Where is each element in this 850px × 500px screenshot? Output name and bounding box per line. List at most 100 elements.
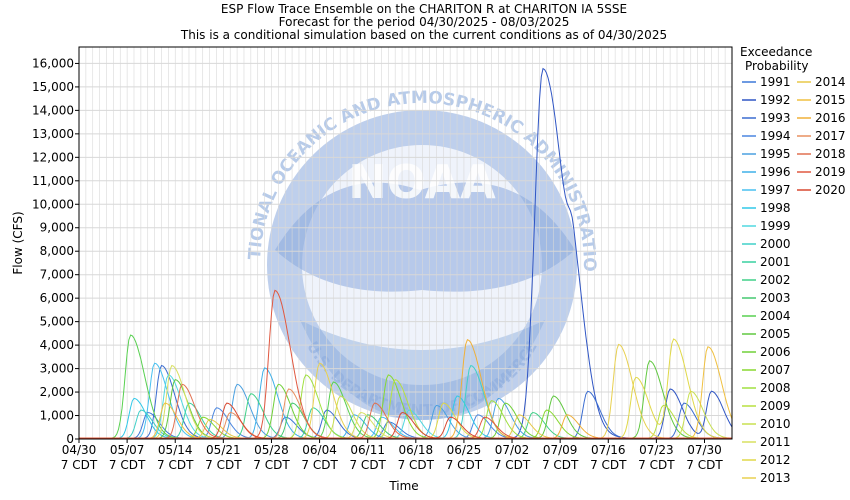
y-tick-label: 15,000 xyxy=(32,80,74,94)
y-tick-label: 9,000 xyxy=(40,221,74,235)
legend-entry-label: 2000 xyxy=(760,237,791,251)
legend-entry-label: 2019 xyxy=(815,165,846,179)
legend-entry-label: 2009 xyxy=(760,399,791,413)
x-tick-label-line: 06/04 xyxy=(302,443,337,457)
x-tick-label: 05/28 7 CDT xyxy=(253,443,290,472)
x-tick-label-line: 7 CDT xyxy=(686,458,723,472)
x-tick-label: 05/14 7 CDT xyxy=(157,443,194,472)
y-tick-label: 12,000 xyxy=(32,150,74,164)
x-tick-label-line: 7 CDT xyxy=(61,458,98,472)
x-tick-label: 06/18 7 CDT xyxy=(398,443,435,472)
legend-title: Exceedance Probability xyxy=(740,45,812,73)
x-tick-label-line: 04/30 xyxy=(62,443,97,457)
x-tick-label-line: 07/16 xyxy=(591,443,626,457)
x-tick-label-line: 7 CDT xyxy=(253,458,290,472)
x-tick-label: 05/07 7 CDT xyxy=(109,443,146,472)
legend-entry-label: 2008 xyxy=(760,381,791,395)
x-tick-label-line: 7 CDT xyxy=(301,458,338,472)
y-tick-label: 2,000 xyxy=(40,385,74,399)
series-lines xyxy=(79,67,732,439)
x-tick-label-line: 06/18 xyxy=(399,443,434,457)
y-tick-label: 1,000 xyxy=(40,409,74,423)
legend-entry-label: 1992 xyxy=(760,93,791,107)
legend-entry-label: 1998 xyxy=(760,201,791,215)
x-tick-label-line: 7 CDT xyxy=(205,458,242,472)
y-tick-label: 5,000 xyxy=(40,315,74,329)
x-tick-label: 04/30 7 CDT xyxy=(61,443,98,472)
chart-grid xyxy=(78,47,733,440)
y-tick-label: 16,000 xyxy=(32,56,74,70)
legend-entry-label: 2002 xyxy=(760,273,791,287)
x-tick-label: 07/02 7 CDT xyxy=(494,443,531,472)
legend-entry-label: 2001 xyxy=(760,255,791,269)
legend-entry-label: 2016 xyxy=(815,111,846,125)
x-tick-label-line: 7 CDT xyxy=(398,458,435,472)
legend-title-line: Exceedance xyxy=(740,45,812,59)
x-tick-label-line: 7 CDT xyxy=(542,458,579,472)
x-tick-label: 07/23 7 CDT xyxy=(638,443,675,472)
legend-entry-label: 1991 xyxy=(760,75,791,89)
legend-entry-label: 1999 xyxy=(760,219,791,233)
y-tick-label: 11,000 xyxy=(32,174,74,188)
y-tick-label: 10,000 xyxy=(32,197,74,211)
legend-entry-label: 1994 xyxy=(760,129,791,143)
legend-entry-label: 2015 xyxy=(815,93,846,107)
legend-entry-label: 2018 xyxy=(815,147,846,161)
legend-entry-label: 2006 xyxy=(760,345,791,359)
legend-title-line: Probability xyxy=(745,59,808,73)
x-tick-label: 05/21 7 CDT xyxy=(205,443,242,472)
legend-entry-label: 2017 xyxy=(815,129,846,143)
legend-entry-label: 2005 xyxy=(760,327,791,341)
y-tick-label: 13,000 xyxy=(32,127,74,141)
x-tick-label-line: 05/21 xyxy=(206,443,241,457)
y-tick-label: 7,000 xyxy=(40,268,74,282)
legend-entry-label: 2020 xyxy=(815,183,846,197)
x-tick-label-line: 07/09 xyxy=(543,443,578,457)
x-tick-label-line: 05/14 xyxy=(158,443,193,457)
y-axis: 0 1,000 2,000 3,000 4,000 5,000 6,000 7,000 8,00… xyxy=(32,56,79,446)
x-tick-label-line: 07/23 xyxy=(639,443,674,457)
x-tick-label-line: 05/07 xyxy=(110,443,145,457)
y-tick-label: 4,000 xyxy=(40,338,74,352)
x-tick-label: 07/09 7 CDT xyxy=(542,443,579,472)
y-tick-label: 6,000 xyxy=(40,291,74,305)
x-tick-label-line: 06/11 xyxy=(350,443,385,457)
x-tick-label: 06/11 7 CDT xyxy=(349,443,386,472)
chart-title-line: This is a conditional simulation based o… xyxy=(180,28,667,42)
y-tick-label: 8,000 xyxy=(40,244,74,258)
legend-entry-label: 1996 xyxy=(760,165,791,179)
y-tick-label: 3,000 xyxy=(40,362,74,376)
x-tick-label-line: 05/28 xyxy=(254,443,289,457)
x-tick-label-line: 7 CDT xyxy=(590,458,627,472)
legend: Exceedance Probability 1991 1992 1993 1994 199… xyxy=(740,45,846,485)
x-tick-label: 06/04 7 CDT xyxy=(301,443,338,472)
plot-area-border xyxy=(78,46,733,440)
chart-title-line: ESP Flow Trace Ensemble on the CHARITON … xyxy=(221,2,627,16)
x-tick-label: 07/30 7 CDT xyxy=(686,443,723,472)
y-axis-title: Flow (CFS) xyxy=(11,211,25,274)
y-tick-label: 0 xyxy=(66,432,74,446)
chart-title-line: Forecast for the period 04/30/2025 - 08/… xyxy=(279,15,570,29)
legend-entry-label: 2013 xyxy=(760,471,791,485)
x-axis-title: Time xyxy=(388,479,418,493)
legend-entry-label: 2007 xyxy=(760,363,791,377)
x-tick-label-line: 7 CDT xyxy=(157,458,194,472)
legend-entry-label: 2003 xyxy=(760,291,791,305)
legend-entry-label: 2011 xyxy=(760,435,791,449)
x-tick-label-line: 7 CDT xyxy=(349,458,386,472)
x-tick-label-line: 07/02 xyxy=(495,443,530,457)
legend-entry-label: 2004 xyxy=(760,309,791,323)
x-tick-label: 06/25 7 CDT xyxy=(446,443,483,472)
series-line-2020 xyxy=(79,402,732,439)
noaa-logo-text: NOAA xyxy=(348,155,496,209)
x-tick-label-line: 06/25 xyxy=(447,443,482,457)
x-tick-label-line: 7 CDT xyxy=(494,458,531,472)
legend-entry-label: 2012 xyxy=(760,453,791,467)
legend-entry-label: 1993 xyxy=(760,111,791,125)
legend-entry-label: 2010 xyxy=(760,417,791,431)
x-tick-label-line: 07/30 xyxy=(687,443,722,457)
x-tick-label-line: 7 CDT xyxy=(446,458,483,472)
x-tick-label-line: 7 CDT xyxy=(109,458,146,472)
chart-title-block: ESP Flow Trace Ensemble on the CHARITON … xyxy=(180,2,667,42)
